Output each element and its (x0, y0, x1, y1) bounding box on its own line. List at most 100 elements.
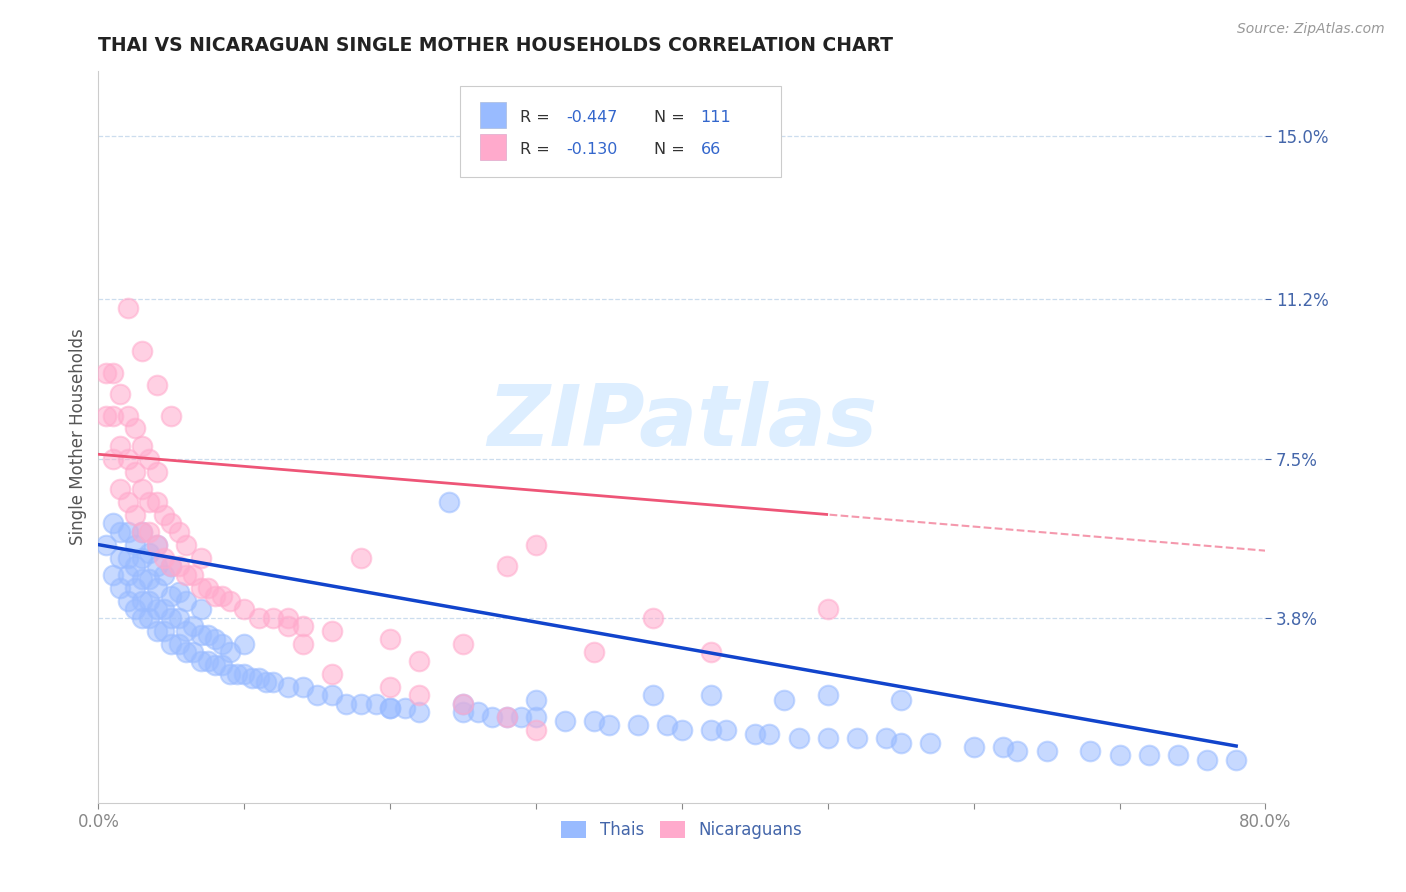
Point (131, 572, 153, 586)
Point (181, 619, 204, 633)
Point (146, 581, 169, 595)
Point (117, 593, 139, 607)
Point (124, 465, 146, 479)
Point (277, 611, 299, 625)
Point (598, 718, 620, 732)
Point (321, 624, 343, 638)
Point (451, 697, 474, 711)
Point (641, 611, 664, 625)
Point (101, 516, 124, 530)
Point (110, 482, 132, 496)
Point (110, 387, 132, 401)
Point (890, 735, 912, 749)
Point (131, 344, 153, 359)
Point (204, 658, 226, 673)
Point (307, 688, 329, 702)
Point (204, 632, 226, 647)
Point (700, 723, 723, 737)
Point (291, 637, 314, 651)
Point (364, 697, 387, 711)
Point (110, 524, 132, 539)
Point (233, 637, 256, 651)
Point (153, 567, 176, 582)
Point (496, 710, 519, 724)
Text: -0.130: -0.130 (567, 142, 617, 157)
Point (146, 465, 169, 479)
Point (167, 559, 190, 574)
Point (138, 524, 160, 539)
Point (101, 366, 124, 380)
Point (190, 602, 212, 616)
Point (240, 671, 263, 685)
Point (218, 666, 240, 681)
Point (233, 666, 256, 681)
Point (1137, 748, 1160, 763)
Point (211, 658, 233, 673)
Point (451, 706, 474, 720)
Point (254, 675, 277, 690)
Point (1225, 753, 1247, 767)
Point (524, 692, 547, 706)
Point (167, 524, 190, 539)
Point (211, 589, 233, 603)
Point (146, 624, 169, 638)
Point (138, 494, 160, 508)
Point (335, 697, 357, 711)
Point (101, 451, 124, 466)
Point (218, 645, 240, 659)
Point (197, 628, 219, 642)
Point (174, 645, 197, 659)
Point (991, 739, 1014, 754)
Point (817, 602, 839, 616)
Point (190, 628, 212, 642)
FancyBboxPatch shape (479, 102, 506, 128)
Point (657, 718, 679, 732)
Point (226, 666, 249, 681)
Point (124, 538, 146, 552)
Point (1108, 748, 1130, 763)
Point (160, 611, 183, 625)
Point (131, 611, 153, 625)
Point (110, 439, 132, 453)
Point (451, 697, 474, 711)
Point (394, 701, 416, 715)
Point (817, 731, 839, 746)
Point (1167, 748, 1189, 763)
Point (94, 538, 117, 552)
Point (146, 538, 169, 552)
Point (167, 611, 190, 625)
Point (291, 680, 314, 694)
Point (110, 581, 132, 595)
FancyBboxPatch shape (479, 134, 506, 161)
Point (408, 654, 430, 668)
Point (138, 611, 160, 625)
Point (101, 409, 124, 423)
Point (190, 654, 212, 668)
Point (131, 524, 153, 539)
Point (510, 710, 533, 724)
Point (787, 731, 810, 746)
Point (153, 508, 176, 522)
Point (321, 666, 343, 681)
Point (124, 602, 146, 616)
Point (554, 714, 576, 728)
Text: R =: R = (520, 110, 554, 125)
Text: N =: N = (654, 142, 690, 157)
Point (124, 559, 146, 574)
Point (277, 619, 299, 633)
Point (744, 727, 766, 741)
Point (1035, 744, 1057, 758)
Point (160, 409, 183, 423)
Y-axis label: Single Mother Households: Single Mother Households (69, 329, 87, 545)
Point (583, 714, 606, 728)
Point (321, 688, 343, 702)
Point (1195, 753, 1218, 767)
Point (641, 688, 664, 702)
Point (481, 710, 503, 724)
Point (467, 706, 489, 720)
Point (131, 439, 153, 453)
Text: THAI VS NICARAGUAN SINGLE MOTHER HOUSEHOLDS CORRELATION CHART: THAI VS NICARAGUAN SINGLE MOTHER HOUSEHO… (98, 36, 893, 54)
Point (94, 366, 117, 380)
Point (714, 723, 737, 737)
Point (94, 409, 117, 423)
